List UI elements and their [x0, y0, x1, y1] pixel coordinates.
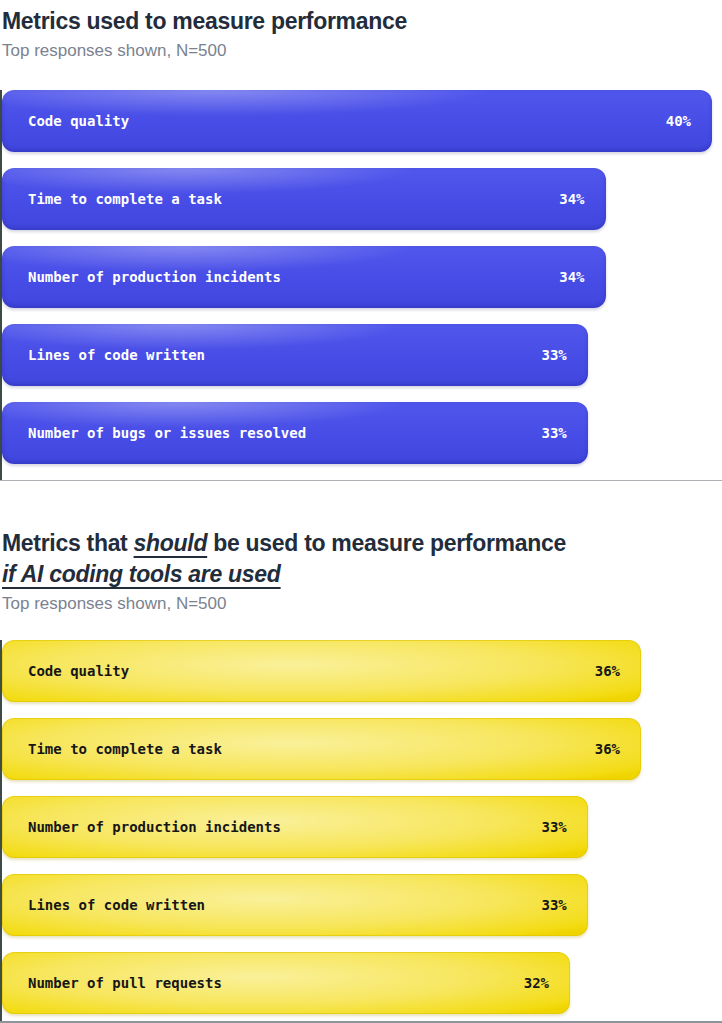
chart-section-metrics-should: Metrics that should be used to measure p… — [0, 481, 722, 1023]
bar-code-quality: Code quality 40% — [2, 90, 712, 152]
bar-category-label: Lines of code written — [28, 897, 205, 913]
bar-value-label: 33% — [541, 347, 566, 363]
bar-category-label: Number of pull requests — [28, 975, 222, 991]
bar-number-of-production-incidents: Number of production incidents 34% — [2, 246, 606, 308]
bar-lines-of-code-written: Lines of code written 33% — [2, 874, 588, 936]
bar-category-label: Code quality — [28, 113, 129, 129]
bar-number-of-bugs-or-issues-resolved: Number of bugs or issues resolved 33% — [2, 402, 588, 464]
bar-value-label: 40% — [666, 113, 691, 129]
bar-number-of-production-incidents: Number of production incidents 33% — [2, 796, 588, 858]
bar-lines-of-code-written: Lines of code written 33% — [2, 324, 588, 386]
bar-category-label: Lines of code written — [28, 347, 205, 363]
title-text: Metrics that — [2, 530, 134, 556]
bar-chart-metrics-used: Code quality 40% Time to complete a task 34… — [0, 90, 722, 480]
bar-category-label: Number of production incidents — [28, 819, 281, 835]
bar-code-quality: Code quality 36% — [2, 640, 641, 702]
bar-category-label: Time to complete a task — [28, 741, 222, 757]
chart-section-metrics-used: Metrics used to measure performance Top … — [0, 0, 722, 480]
bar-value-label: 33% — [541, 819, 566, 835]
chart-subtitle-metrics-used: Top responses shown, N=500 — [2, 40, 722, 61]
chart-title-metrics-used: Metrics used to measure performance — [2, 6, 722, 37]
bar-value-label: 36% — [595, 663, 620, 679]
bar-time-to-complete-a-task: Time to complete a task 34% — [2, 168, 606, 230]
bar-time-to-complete-a-task: Time to complete a task 36% — [2, 718, 641, 780]
bar-chart-metrics-should: Code quality 36% Time to complete a task 36… — [0, 640, 722, 1023]
bar-value-label: 34% — [559, 191, 584, 207]
bar-category-label: Number of bugs or issues resolved — [28, 425, 306, 441]
bar-value-label: 32% — [524, 975, 549, 991]
chart-subtitle-metrics-should: Top responses shown, N=500 — [2, 593, 722, 614]
infographic-page: Metrics used to measure performance Top … — [0, 0, 722, 1023]
bar-category-label: Code quality — [28, 663, 129, 679]
bar-value-label: 33% — [541, 425, 566, 441]
bar-value-label: 33% — [541, 897, 566, 913]
chart-title-metrics-should: Metrics that should be used to measure p… — [2, 528, 722, 590]
bar-number-of-pull-requests: Number of pull requests 32% — [2, 952, 570, 1014]
bar-category-label: Time to complete a task — [28, 191, 222, 207]
title-emph-should: should — [134, 530, 208, 556]
title-text: be used to measure performance — [207, 530, 566, 556]
bar-value-label: 34% — [559, 269, 584, 285]
bar-value-label: 36% — [595, 741, 620, 757]
bar-category-label: Number of production incidents — [28, 269, 281, 285]
title-line2: if AI coding tools are used — [2, 561, 281, 587]
